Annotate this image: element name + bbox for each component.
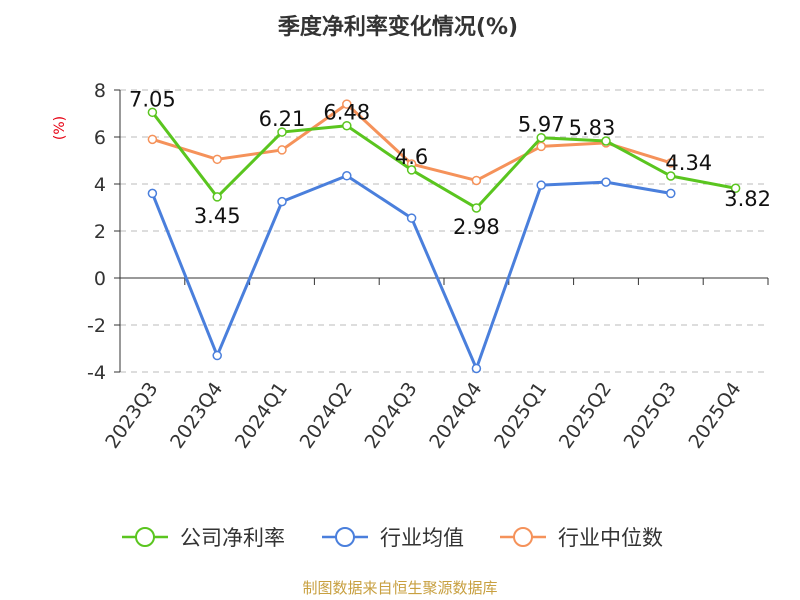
legend-label: 行业均值 bbox=[380, 526, 464, 550]
legend-item-0: 公司净利率 bbox=[122, 526, 285, 550]
y-tick-label: -4 bbox=[87, 362, 106, 384]
data-point bbox=[212, 350, 222, 361]
data-point bbox=[666, 171, 676, 181]
data-point bbox=[147, 107, 158, 118]
data-point bbox=[471, 175, 482, 186]
x-tick-label: 2025Q1 bbox=[490, 378, 551, 452]
x-tick-label: 2024Q1 bbox=[231, 378, 292, 452]
y-tick-label: 4 bbox=[94, 174, 106, 196]
legend-marker bbox=[513, 527, 533, 547]
x-tick-label: 2023Q3 bbox=[101, 378, 162, 452]
x-tick-label: 2024Q4 bbox=[425, 378, 486, 452]
series-layer bbox=[147, 99, 741, 374]
legend-item-1: 行业均值 bbox=[322, 526, 464, 550]
data-label: 5.97 bbox=[518, 113, 565, 137]
y-tick-label: 2 bbox=[94, 221, 106, 243]
data-point bbox=[212, 192, 222, 202]
data-point bbox=[147, 188, 158, 199]
data-labels: 7.05 3.45 6.21 6.48 4.6 2.98 5.97 5.83 4.34 3.82 bbox=[129, 87, 771, 239]
data-point bbox=[277, 127, 287, 137]
x-tick-label: 2025Q2 bbox=[555, 378, 616, 452]
series-1 bbox=[147, 171, 676, 374]
y-axis-unit-label: (%) bbox=[52, 116, 68, 140]
data-label: 6.48 bbox=[323, 101, 370, 125]
data-point bbox=[536, 141, 546, 152]
data-point bbox=[601, 136, 611, 146]
legend-marker bbox=[335, 527, 355, 547]
data-label: 3.82 bbox=[724, 187, 771, 211]
y-tick-label: 6 bbox=[94, 127, 106, 149]
data-point bbox=[730, 183, 741, 193]
data-point bbox=[342, 99, 352, 109]
data-point bbox=[342, 120, 352, 131]
data-point bbox=[471, 203, 482, 213]
y-tick-label: 0 bbox=[94, 268, 106, 290]
x-tick-label: 2025Q3 bbox=[620, 378, 681, 452]
x-tick-label: 2024Q3 bbox=[360, 378, 421, 452]
data-source-note: 制图数据来自恒生聚源数据库 bbox=[302, 579, 497, 597]
data-label: 6.21 bbox=[259, 107, 306, 131]
data-point bbox=[342, 171, 352, 181]
data-point bbox=[277, 145, 287, 155]
data-point bbox=[406, 165, 417, 175]
data-label: 2.98 bbox=[453, 215, 500, 239]
data-label: 5.83 bbox=[569, 116, 616, 140]
data-point bbox=[277, 196, 287, 207]
data-point bbox=[666, 188, 676, 199]
legend-label: 公司净利率 bbox=[180, 526, 285, 550]
legend-item-2: 行业中位数 bbox=[500, 526, 663, 550]
grid-lines bbox=[120, 89, 768, 373]
data-point bbox=[601, 177, 611, 187]
data-label: 7.05 bbox=[129, 87, 176, 111]
y-tick-label: -2 bbox=[87, 315, 106, 337]
data-point bbox=[406, 213, 417, 223]
data-point bbox=[536, 180, 546, 190]
x-tick-label: 2024Q2 bbox=[296, 378, 357, 452]
series-line bbox=[151, 111, 736, 210]
data-point bbox=[147, 134, 158, 145]
x-tick-label: 2023Q4 bbox=[166, 378, 227, 452]
data-point bbox=[212, 154, 222, 165]
data-label: 3.45 bbox=[194, 204, 241, 228]
legend-label: 行业中位数 bbox=[558, 526, 663, 550]
x-tick-label: 2025Q4 bbox=[684, 378, 745, 452]
data-point bbox=[666, 158, 676, 168]
data-point bbox=[536, 132, 546, 143]
data-point bbox=[471, 363, 482, 374]
data-label: 4.6 bbox=[395, 145, 428, 169]
data-label: 4.34 bbox=[665, 151, 712, 175]
series-0 bbox=[147, 107, 741, 213]
legend-marker bbox=[135, 527, 155, 547]
y-tick-label: 8 bbox=[94, 80, 106, 102]
legend: 公司净利率 行业均值 行业中位数 bbox=[122, 526, 663, 550]
chart-title: 季度净利率变化情况(%) bbox=[278, 14, 518, 40]
